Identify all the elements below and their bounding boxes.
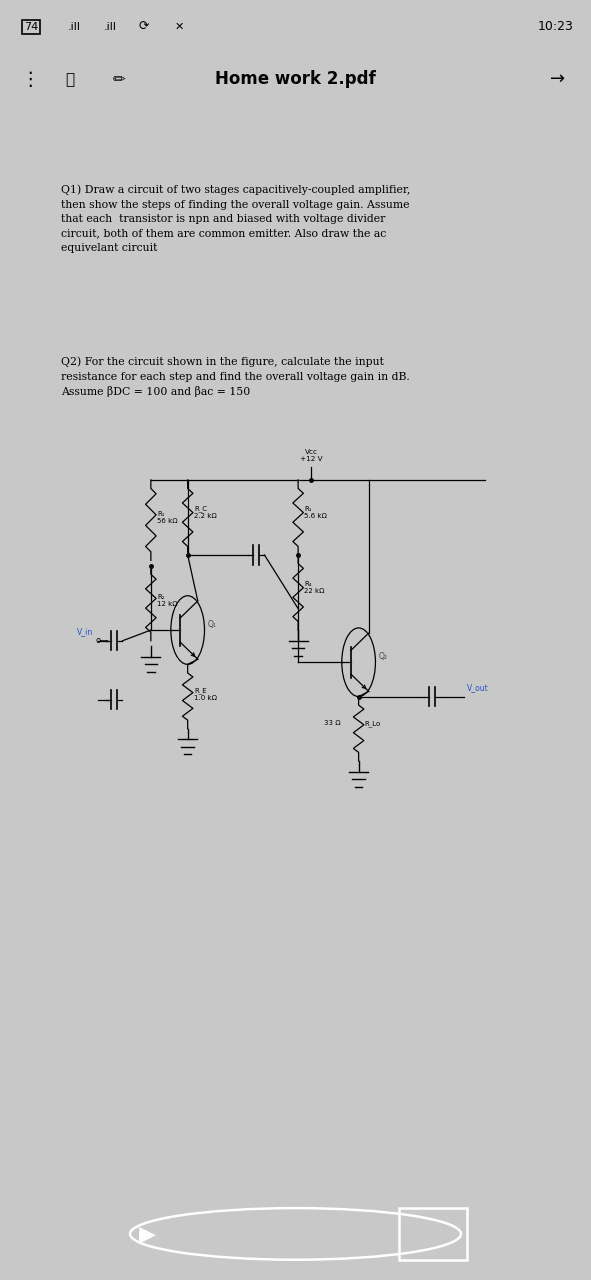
Text: R_E
1.0 kΩ: R_E 1.0 kΩ — [194, 687, 217, 701]
Text: 74: 74 — [24, 22, 38, 32]
Text: 33 Ω: 33 Ω — [324, 721, 341, 726]
Text: ✕: ✕ — [174, 22, 184, 32]
Text: R_Lo: R_Lo — [364, 721, 380, 727]
Text: ⋮: ⋮ — [21, 70, 40, 88]
Text: ⧉: ⧉ — [65, 72, 74, 87]
Text: Q2) For the circuit shown in the figure, calculate the input
resistance for each: Q2) For the circuit shown in the figure,… — [61, 357, 410, 398]
Text: ▶: ▶ — [139, 1224, 156, 1244]
Text: Q₂: Q₂ — [379, 653, 388, 662]
Text: V_in: V_in — [77, 627, 93, 636]
Text: ✏: ✏ — [112, 72, 125, 87]
Text: R₄
22 kΩ: R₄ 22 kΩ — [304, 581, 325, 594]
Text: o—: o— — [96, 636, 109, 645]
Text: .ill: .ill — [68, 22, 81, 32]
Text: ⟳: ⟳ — [139, 20, 150, 33]
Text: Q1) Draw a circuit of two stages capacitively-coupled amplifier,
then show the s: Q1) Draw a circuit of two stages capacit… — [61, 184, 411, 253]
Text: V_out: V_out — [466, 684, 488, 692]
Text: →: → — [550, 70, 565, 88]
Text: Q₁: Q₁ — [207, 621, 216, 630]
Text: Home work 2.pdf: Home work 2.pdf — [215, 70, 376, 88]
Text: .ill: .ill — [103, 22, 116, 32]
Text: 10:23: 10:23 — [537, 20, 573, 33]
Text: R_C
2.2 kΩ: R_C 2.2 kΩ — [194, 506, 217, 518]
Text: R₁
56 kΩ: R₁ 56 kΩ — [157, 511, 178, 524]
Text: R₁
5.6 kΩ: R₁ 5.6 kΩ — [304, 506, 327, 518]
Text: Vcc
+12 V: Vcc +12 V — [300, 449, 323, 462]
Text: R₂
12 kΩ: R₂ 12 kΩ — [157, 594, 178, 607]
